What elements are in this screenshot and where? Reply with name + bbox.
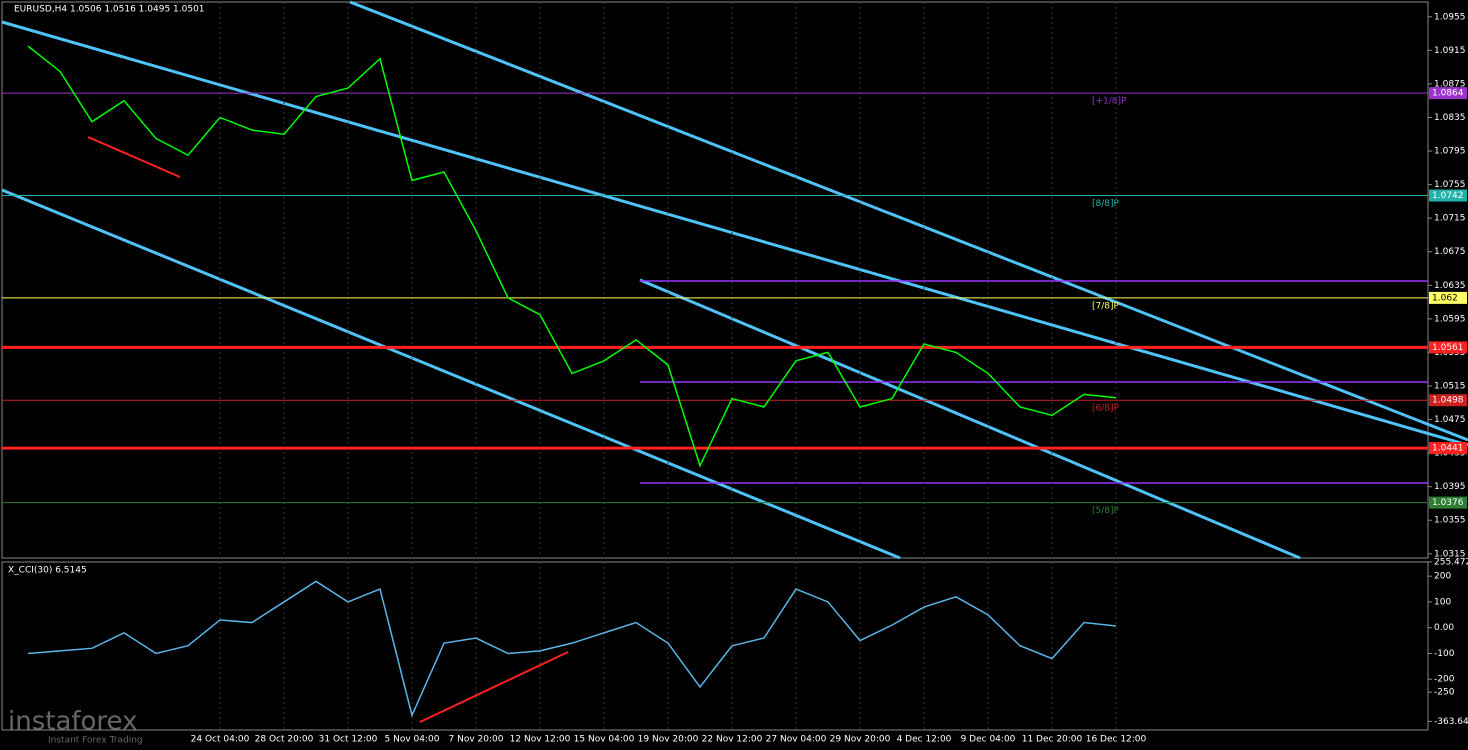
y-tick-label: 1.0635 (1434, 281, 1466, 291)
level-tag: [8/8]P (1092, 199, 1120, 209)
y-tick-label: 1.0395 (1434, 482, 1466, 492)
y-tick-label: 1.0675 (1434, 247, 1466, 257)
level-label: 1.0561 (1432, 343, 1464, 353)
level-tag: [6/8]P (1092, 404, 1120, 414)
cci-frame (1, 561, 1429, 731)
pivot-lines (640, 280, 1428, 484)
level-badge (1429, 291, 1467, 304)
channel-line (1, 20, 1468, 447)
y-tick-label: -200 (1434, 675, 1455, 685)
x-tick-label: 15 Nov 04:00 (574, 735, 635, 745)
watermark: instaforex (8, 707, 137, 737)
chart-title: EURUSD,H4 1.0506 1.0516 1.0495 1.0501 (14, 5, 205, 15)
level-label: 1.0864 (1432, 89, 1464, 99)
level-tag: [7/8]P (1092, 301, 1120, 311)
level-label: 1.0498 (1432, 396, 1464, 406)
channel-line (1, 188, 901, 560)
channel-line (639, 278, 1301, 560)
level-badge (1429, 189, 1467, 202)
channel-line (349, 0, 1468, 442)
y-tick-label: 1.0515 (1434, 381, 1466, 391)
x-tick-label: 16 Dec 12:00 (1086, 735, 1147, 745)
y-tick-label: 100 (1434, 597, 1451, 607)
level-badge (1429, 341, 1467, 354)
y-tick-label: 1.0715 (1434, 214, 1466, 224)
x-tick-label: 12 Nov 12:00 (510, 735, 571, 745)
level-badge (1429, 87, 1467, 100)
y-tick-label: 1.0755 (1434, 180, 1466, 190)
y-tick-label: 255.4725 (1434, 557, 1468, 567)
x-tick-label: 24 Oct 04:00 (191, 735, 250, 745)
y-tick-label: 1.0955 (1434, 12, 1466, 22)
level-tag: [+1/8]P (1092, 97, 1127, 107)
level-tag: [5/8]P (1092, 506, 1120, 516)
level-badge (1429, 442, 1467, 455)
x-tick-label: 7 Nov 20:00 (449, 735, 504, 745)
x-tick-label: 28 Oct 20:00 (255, 735, 314, 745)
level-label: 1.0441 (1432, 444, 1464, 454)
channels (1, 0, 1468, 560)
series-line (27, 45, 1117, 468)
x-tick-label: 9 Dec 04:00 (961, 735, 1016, 745)
y-tick-label: 1.0475 (1434, 415, 1466, 425)
trend-line (419, 651, 569, 723)
y-tick-label: 1.0315 (1434, 549, 1466, 559)
series-line (27, 580, 1117, 718)
level-label: 1.0376 (1432, 498, 1464, 508)
y-tick-label: 1.0835 (1434, 113, 1466, 123)
y-tick-label: -250 (1434, 688, 1455, 698)
indicator-title: X_CCI(30) 6.5145 (8, 566, 87, 576)
trend-line (87, 136, 181, 178)
watermark-sub: Instant Forex Trading (48, 736, 143, 746)
x-tick-label: 27 Nov 04:00 (766, 735, 827, 745)
main-frame (1, 1, 1429, 559)
level-label: 1.062 (1432, 293, 1458, 303)
x-tick-label: 19 Nov 20:00 (638, 735, 699, 745)
y-tick-label: -100 (1434, 649, 1455, 659)
x-tick-label: 4 Dec 12:00 (897, 735, 952, 745)
level-badge (1429, 394, 1467, 407)
x-tick-label: 31 Oct 12:00 (319, 735, 378, 745)
y-tick-label: 1.0595 (1434, 314, 1466, 324)
y-tick-label: 0.00 (1434, 623, 1454, 633)
y-tick-label: 1.0915 (1434, 46, 1466, 56)
y-tick-label: 1.0795 (1434, 147, 1466, 157)
y-tick-label: 1.0355 (1434, 516, 1466, 526)
x-tick-label: 29 Nov 20:00 (830, 735, 891, 745)
level-label: 1.0742 (1432, 191, 1464, 201)
y-tick-label: 200 (1434, 572, 1451, 582)
y-tick-label: -363.641 (1434, 717, 1468, 727)
x-tick-label: 5 Nov 04:00 (385, 735, 440, 745)
x-tick-label: 22 Nov 12:00 (702, 735, 763, 745)
x-tick-label: 11 Dec 20:00 (1022, 735, 1083, 745)
y-tick-label: 1.0875 (1434, 79, 1466, 89)
level-badge (1429, 496, 1467, 509)
